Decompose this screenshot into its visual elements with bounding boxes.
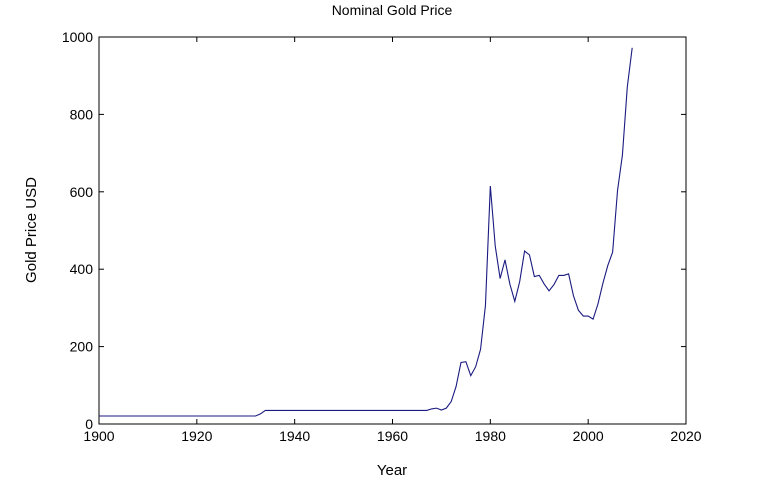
gold-price-line <box>99 47 633 417</box>
axis-ticks <box>98 36 687 425</box>
y-tick-label: 600 <box>70 184 94 200</box>
tick-labels: 1900 1920 1940 1960 1980 2000 2020 0 200 400 600 80… <box>62 29 702 444</box>
y-tick-label: 800 <box>70 106 94 122</box>
y-tick-label: 1000 <box>62 29 93 45</box>
x-tick-label: 1900 <box>83 428 114 444</box>
x-axis-label: Year <box>377 462 407 477</box>
y-axis-label: Gold Price USD <box>23 177 40 283</box>
x-tick-label: 1960 <box>377 428 408 444</box>
y-tick-label: 0 <box>85 416 93 432</box>
x-tick-label: 2000 <box>573 428 604 444</box>
x-tick-label: 2020 <box>670 428 701 444</box>
y-tick-label: 400 <box>70 261 94 277</box>
x-tick-label: 1940 <box>279 428 310 444</box>
x-tick-label: 1920 <box>181 428 212 444</box>
x-tick-label: 1980 <box>475 428 506 444</box>
y-tick-label: 200 <box>70 339 94 355</box>
chart-title: Nominal Gold Price <box>332 2 453 18</box>
plot-area-frame <box>98 36 687 425</box>
